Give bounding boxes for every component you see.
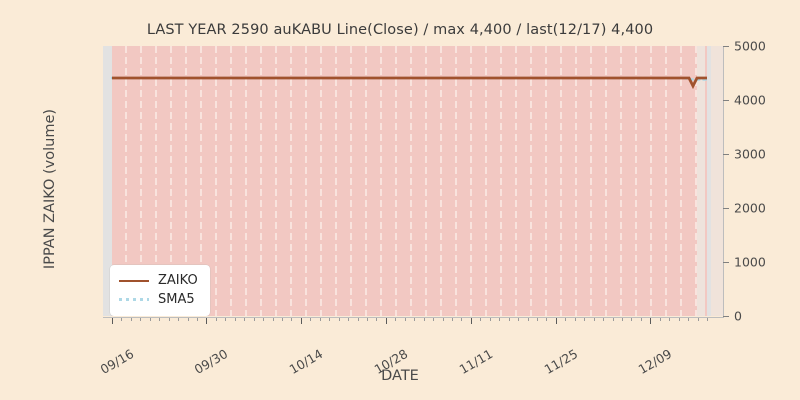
- x-axis-title: DATE: [381, 368, 419, 384]
- y-tick-label: 0: [734, 308, 742, 324]
- x-minor-tick: [253, 318, 255, 321]
- x-minor-tick: [518, 318, 520, 321]
- x-minor-tick: [338, 318, 340, 321]
- x-minor-tick: [404, 318, 406, 321]
- x-minor-tick: [225, 318, 227, 321]
- y-tick-mark: [723, 316, 729, 317]
- gridline-dash-mask: [112, 46, 707, 316]
- series-line-zaiko: [112, 76, 707, 90]
- x-minor-tick: [697, 318, 699, 321]
- y-tick-mark: [723, 46, 729, 47]
- x-minor-tick: [367, 318, 368, 321]
- x-minor-tick: [678, 318, 680, 321]
- y-tick-label: 4000: [734, 92, 766, 108]
- legend-swatch-line-icon: [119, 276, 149, 286]
- x-minor-tick: [593, 318, 595, 321]
- x-major-tick: [555, 318, 557, 324]
- y-axis-spine: [723, 46, 724, 317]
- x-minor-tick: [461, 318, 463, 321]
- x-minor-tick: [121, 318, 123, 321]
- series-layer: [110, 76, 709, 90]
- x-minor-tick: [348, 318, 350, 321]
- x-minor-tick: [168, 318, 170, 321]
- x-minor-tick: [452, 318, 453, 321]
- y-tick-label: 3000: [734, 146, 766, 162]
- x-minor-tick: [622, 318, 623, 321]
- x-minor-tick: [574, 318, 576, 321]
- x-minor-tick: [272, 318, 274, 321]
- x-minor-tick: [414, 318, 416, 321]
- x-minor-tick: [263, 318, 265, 321]
- x-minor-tick: [546, 318, 548, 321]
- x-minor-tick: [603, 318, 605, 321]
- x-minor-tick: [631, 318, 633, 321]
- y-tick-label: 1000: [734, 254, 766, 270]
- y-tick-mark: [723, 208, 729, 209]
- x-minor-tick: [537, 318, 538, 321]
- y-tick-mark: [723, 262, 729, 263]
- x-minor-tick: [659, 318, 661, 321]
- x-minor-tick: [187, 318, 189, 321]
- plot-area: ZAIKO SMA5: [103, 46, 723, 316]
- x-minor-tick: [499, 318, 501, 321]
- chart-legend[interactable]: ZAIKO SMA5: [110, 265, 210, 316]
- x-minor-tick: [215, 318, 217, 321]
- x-minor-tick: [291, 318, 293, 321]
- x-minor-tick: [489, 318, 491, 321]
- x-minor-tick: [565, 318, 567, 321]
- x-minor-tick: [480, 318, 482, 321]
- x-minor-tick: [244, 318, 246, 321]
- x-minor-tick: [612, 318, 614, 321]
- weekend-gap-band: [697, 46, 705, 316]
- x-minor-tick: [140, 318, 142, 321]
- x-minor-tick: [178, 318, 180, 321]
- x-minor-tick: [395, 318, 397, 321]
- x-minor-tick: [640, 318, 642, 321]
- x-major-tick: [650, 318, 652, 324]
- x-minor-tick: [197, 318, 198, 321]
- x-minor-tick: [282, 318, 283, 321]
- legend-label-zaiko: ZAIKO: [158, 273, 198, 288]
- y-tick-label: 5000: [734, 38, 766, 54]
- x-minor-tick: [433, 318, 435, 321]
- legend-item-zaiko[interactable]: ZAIKO: [119, 271, 198, 290]
- x-minor-tick: [149, 318, 151, 321]
- y-tick-label: 2000: [734, 200, 766, 216]
- legend-item-sma5[interactable]: SMA5: [119, 290, 198, 309]
- x-major-tick: [385, 318, 387, 324]
- x-major-tick: [300, 318, 302, 324]
- x-axis-spine: [103, 317, 724, 318]
- x-minor-tick: [234, 318, 236, 321]
- x-minor-tick: [584, 318, 586, 321]
- y-tick-mark: [723, 154, 729, 155]
- x-major-tick: [206, 318, 208, 324]
- x-minor-tick: [669, 318, 671, 321]
- x-minor-tick: [159, 318, 161, 321]
- legend-label-sma5: SMA5: [158, 292, 195, 307]
- x-major-tick: [112, 318, 113, 324]
- chart-title: LAST YEAR 2590 auKABU Line(Close) / max …: [146, 22, 654, 38]
- weekend-gap-band: [711, 46, 723, 316]
- x-minor-tick: [688, 318, 690, 321]
- x-minor-tick: [376, 318, 378, 321]
- x-minor-tick: [357, 318, 359, 321]
- x-minor-tick: [707, 318, 708, 321]
- x-minor-tick: [329, 318, 331, 321]
- x-minor-tick: [310, 318, 312, 321]
- x-minor-tick: [319, 318, 321, 321]
- y-axis-title: IPPAN ZAIKO (volume): [42, 108, 58, 270]
- x-minor-tick: [508, 318, 510, 321]
- x-major-tick: [470, 318, 472, 324]
- y-tick-mark: [723, 100, 729, 101]
- legend-swatch-dotted-icon: [119, 295, 149, 305]
- x-minor-tick: [527, 318, 529, 321]
- x-minor-tick: [423, 318, 425, 321]
- x-minor-tick: [442, 318, 444, 321]
- x-minor-tick: [130, 318, 132, 321]
